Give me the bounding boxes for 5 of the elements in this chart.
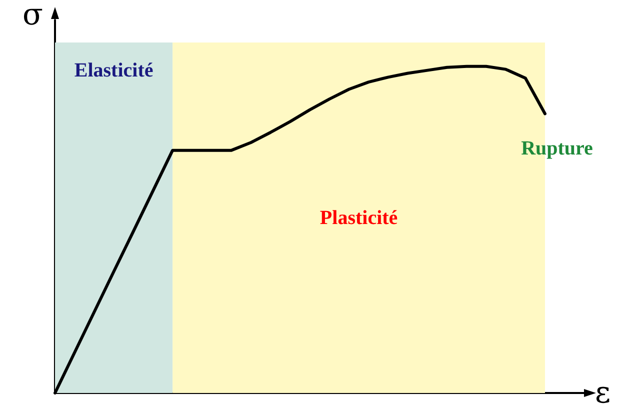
annotation: Elasticité [74,60,154,82]
annotation: Rupture [521,138,594,160]
annotation: Plasticité [320,206,398,229]
y-axis-title: σ [22,0,43,32]
x-axis-title: ε [595,376,611,410]
